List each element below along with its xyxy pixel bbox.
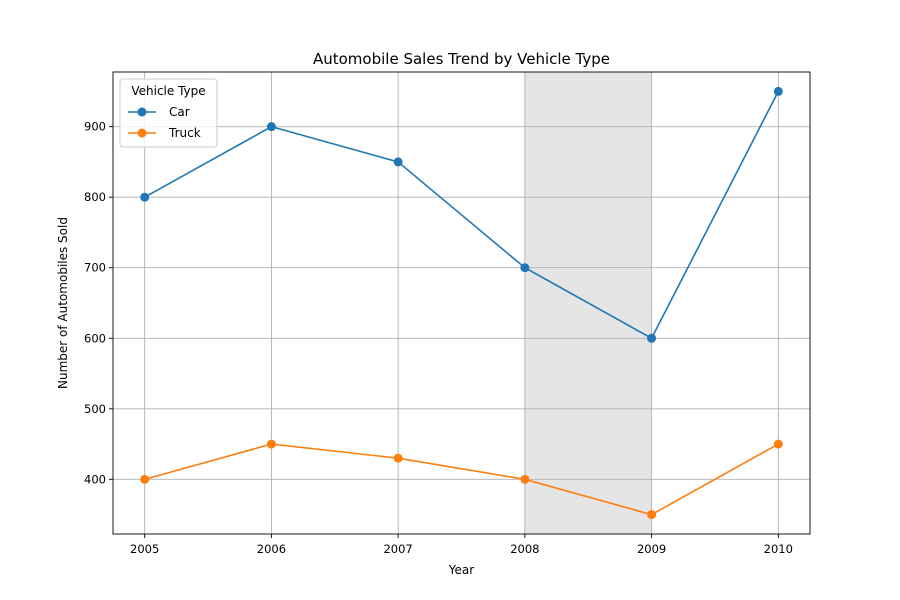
legend-label-truck: Truck bbox=[168, 126, 201, 140]
x-axis-label: Year bbox=[448, 563, 474, 577]
legend-marker-car bbox=[137, 107, 147, 117]
data-point-truck bbox=[647, 510, 657, 520]
legend: Vehicle Type Car Truck bbox=[119, 78, 218, 148]
x-tick-label: 2008 bbox=[510, 542, 539, 556]
data-point-car bbox=[393, 157, 403, 167]
data-point-car bbox=[140, 192, 150, 202]
data-point-truck bbox=[520, 474, 530, 484]
data-point-truck bbox=[393, 453, 403, 463]
data-point-truck bbox=[140, 474, 150, 484]
series-line-car bbox=[144, 91, 780, 340]
chart-title: Automobile Sales Trend by Vehicle Type bbox=[313, 50, 610, 68]
legend-title: Vehicle Type bbox=[131, 84, 205, 98]
legend-marker-truck bbox=[137, 128, 147, 138]
data-point-truck bbox=[773, 439, 783, 449]
data-point-car bbox=[266, 122, 276, 132]
data-point-truck bbox=[266, 439, 276, 449]
data-point-car bbox=[647, 333, 657, 343]
y-tick-label: 600 bbox=[84, 331, 106, 345]
x-tick-label: 2007 bbox=[383, 542, 412, 556]
series-line-truck bbox=[144, 443, 779, 516]
data-point-car bbox=[520, 263, 530, 273]
legend-label-car: Car bbox=[169, 105, 190, 119]
y-tick-label: 700 bbox=[84, 261, 106, 275]
plot-frame bbox=[112, 71, 811, 535]
x-tick-label: 2010 bbox=[764, 542, 793, 556]
x-tick-label: 2005 bbox=[130, 542, 159, 556]
grid bbox=[113, 72, 810, 534]
y-tick-label: 500 bbox=[84, 402, 106, 416]
x-tick-label: 2006 bbox=[257, 542, 286, 556]
data-point-car bbox=[773, 86, 783, 96]
series-group bbox=[140, 86, 783, 520]
y-axis-label: Number of Automobiles Sold bbox=[56, 217, 70, 389]
axis-ticks: 2005 2006 2007 2008 2009 2010 400 500 600 700 800 9… bbox=[84, 120, 793, 556]
y-tick-label: 900 bbox=[84, 120, 106, 134]
y-tick-label: 800 bbox=[84, 190, 106, 204]
x-tick-label: 2009 bbox=[637, 542, 666, 556]
y-tick-label: 400 bbox=[84, 472, 106, 486]
